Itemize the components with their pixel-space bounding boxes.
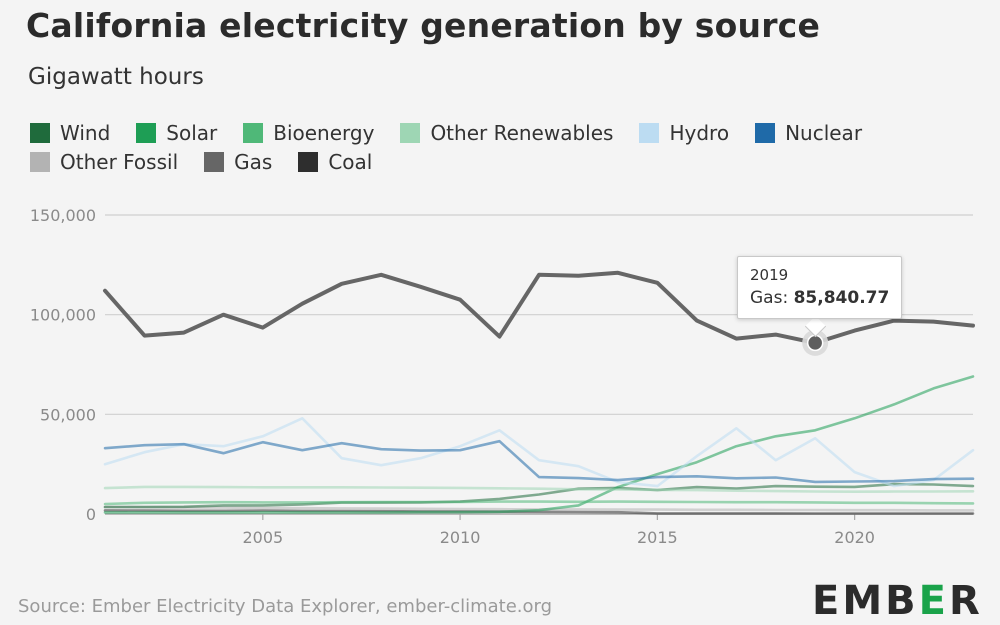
legend-swatch: [243, 122, 264, 143]
y-tick-label: 100,000: [30, 306, 96, 325]
chart-title: California electricity generation by sou…: [26, 6, 821, 45]
x-tick-label: 2010: [440, 528, 481, 547]
legend-swatch: [400, 122, 421, 143]
legend-label: Other Fossil: [60, 149, 179, 174]
series-line-coal[interactable]: [103, 509, 975, 515]
legend-item-other-renewables[interactable]: Other Renewables: [400, 120, 614, 145]
tooltip-year: 2019: [750, 266, 789, 284]
legend-item-other-fossil[interactable]: Other Fossil: [30, 149, 179, 174]
legend-swatch: [298, 151, 319, 172]
legend-item-bioenergy[interactable]: Bioenergy: [243, 120, 375, 145]
series-line-gas[interactable]: [103, 270, 975, 345]
legend-label: Nuclear: [785, 120, 863, 145]
legend-swatch: [136, 122, 157, 143]
legend-swatch: [639, 122, 660, 143]
y-tick-label: 50,000: [40, 405, 96, 424]
legend-swatch: [755, 122, 776, 143]
legend-item-nuclear[interactable]: Nuclear: [755, 120, 863, 145]
tooltip: 2019 Gas: 85,840.77: [737, 256, 903, 319]
legend-label: Hydro: [669, 120, 730, 145]
x-tick-label: 2020: [834, 528, 875, 547]
source-note: Source: Ember Electricity Data Explorer,…: [18, 596, 553, 617]
legend-item-coal[interactable]: Coal: [298, 149, 373, 174]
legend-label: Gas: [234, 149, 273, 174]
series-line-other-renewables[interactable]: [103, 485, 975, 494]
legend-label: Other Renewables: [430, 120, 614, 145]
logo-text-3: R: [948, 578, 983, 624]
legend-label: Solar: [166, 120, 218, 145]
x-tick-label: 2005: [242, 528, 283, 547]
legend-swatch: [30, 122, 50, 143]
ember-logo: EMBER: [812, 578, 983, 624]
legend-item-gas[interactable]: Gas: [204, 149, 273, 174]
legend-swatch: [30, 151, 50, 172]
y-tick-label: 150,000: [30, 206, 96, 225]
chart-subtitle: Gigawatt hours: [28, 64, 204, 90]
series-line-hydro[interactable]: [103, 416, 975, 488]
series-line-wind[interactable]: [103, 482, 975, 509]
x-tick-label: 2015: [637, 528, 678, 547]
logo-text-2: E: [918, 578, 949, 624]
tooltip-value: 85,840.77: [793, 288, 890, 308]
series-lines: [103, 270, 975, 515]
x-axis-ticks: 2005 2010 2015 2020: [242, 514, 875, 547]
legend-label: Wind: [60, 120, 111, 145]
legend-item-solar[interactable]: Solar: [136, 120, 218, 145]
y-axis-ticks: 0 50,000 100,000 150,000: [30, 206, 96, 524]
series-line-bioenergy[interactable]: [103, 500, 975, 506]
legend-label: Coal: [328, 149, 373, 174]
tooltip-row: Gas: 85,840.77: [750, 288, 889, 308]
highlight-point[interactable]: [806, 334, 824, 352]
y-tick-label: 0: [86, 505, 96, 524]
legend: Wind Solar Bioenergy Other Renewables Hydro N…: [30, 120, 930, 174]
legend-label: Bioenergy: [273, 120, 375, 145]
legend-item-wind[interactable]: Wind: [30, 120, 111, 145]
series-line-nuclear[interactable]: [103, 439, 975, 484]
tooltip-series-label: Gas:: [750, 288, 794, 308]
legend-swatch: [204, 151, 225, 172]
logo-text-1: EMB: [812, 578, 919, 624]
series-line-solar[interactable]: [103, 375, 975, 514]
legend-item-hydro[interactable]: Hydro: [639, 120, 730, 145]
highlight-marker: [802, 329, 829, 356]
